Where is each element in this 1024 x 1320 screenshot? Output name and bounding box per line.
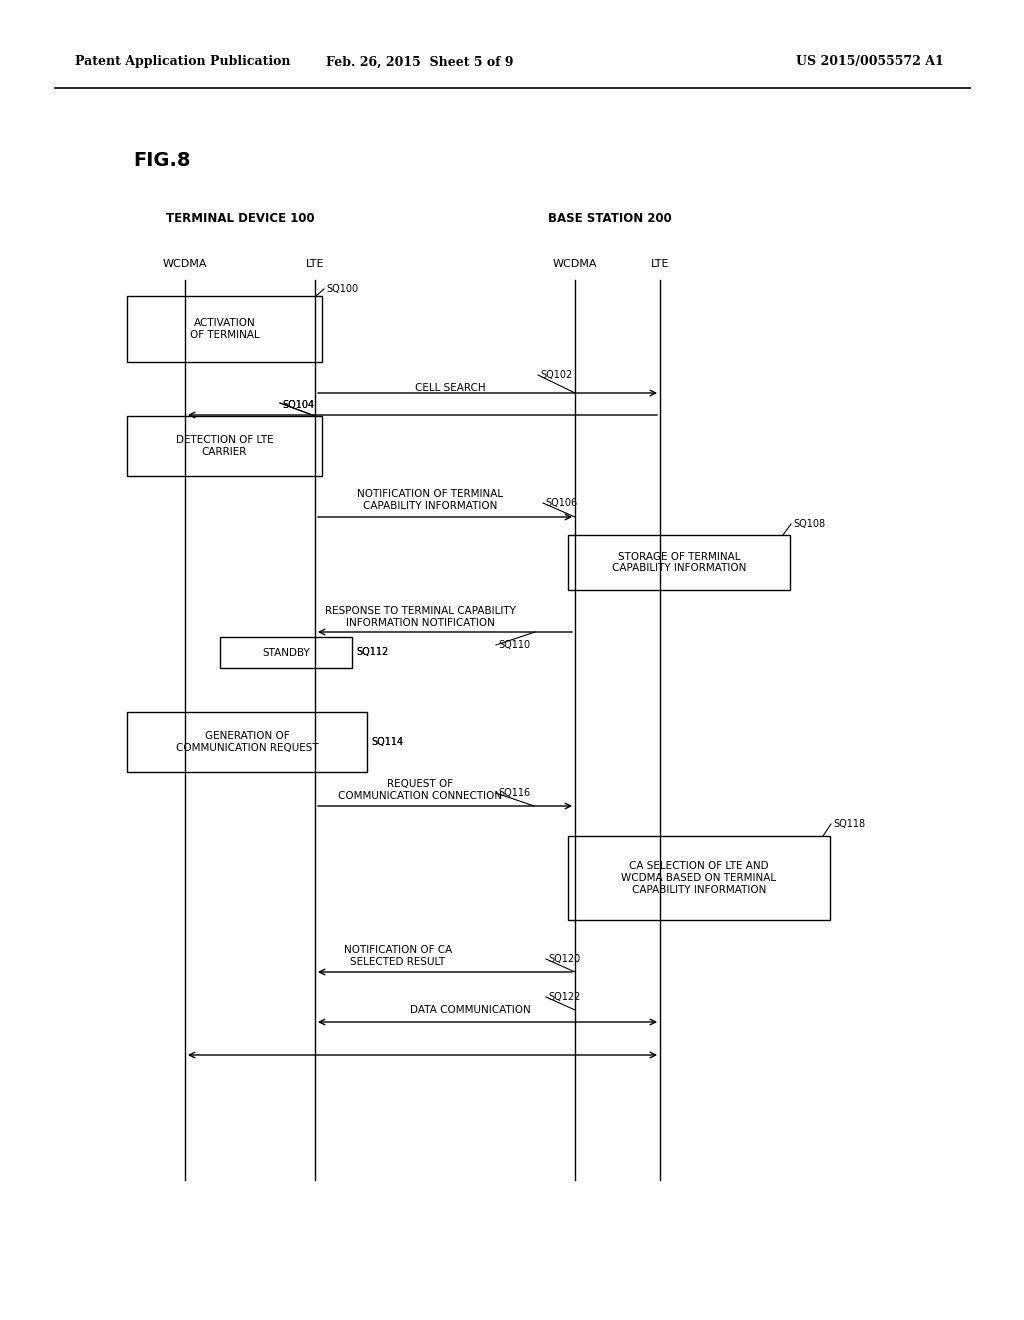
Text: Feb. 26, 2015  Sheet 5 of 9: Feb. 26, 2015 Sheet 5 of 9 (327, 55, 514, 69)
Text: SQ102: SQ102 (540, 370, 572, 380)
Text: REQUEST OF
COMMUNICATION CONNECTION: REQUEST OF COMMUNICATION CONNECTION (338, 779, 502, 801)
Bar (220, 638, 352, 668)
Text: WCDMA: WCDMA (163, 259, 207, 269)
Text: SQ116: SQ116 (498, 788, 530, 799)
Text: TERMINAL DEVICE 100: TERMINAL DEVICE 100 (166, 211, 314, 224)
Bar (127, 711, 367, 772)
Text: SQ110: SQ110 (498, 640, 530, 649)
Text: BASE STATION 200: BASE STATION 200 (548, 211, 672, 224)
Text: LTE: LTE (306, 259, 325, 269)
Bar (127, 296, 322, 362)
Text: US 2015/0055572 A1: US 2015/0055572 A1 (796, 55, 944, 69)
Text: ACTIVATION
OF TERMINAL: ACTIVATION OF TERMINAL (189, 318, 259, 339)
Text: CA SELECTION OF LTE AND
WCDMA BASED ON TERMINAL
CAPABILITY INFORMATION: CA SELECTION OF LTE AND WCDMA BASED ON T… (622, 862, 776, 895)
Text: RESPONSE TO TERMINAL CAPABILITY
INFORMATION NOTIFICATION: RESPONSE TO TERMINAL CAPABILITY INFORMAT… (325, 606, 515, 628)
Text: SQ118: SQ118 (833, 818, 865, 829)
Text: SQ112: SQ112 (356, 647, 388, 657)
Text: DETECTION OF LTE
CARRIER: DETECTION OF LTE CARRIER (176, 436, 273, 457)
Text: SQ104: SQ104 (282, 400, 314, 411)
Text: SQ122: SQ122 (548, 993, 581, 1002)
Text: STORAGE OF TERMINAL
CAPABILITY INFORMATION: STORAGE OF TERMINAL CAPABILITY INFORMATI… (611, 552, 746, 573)
Bar (568, 535, 790, 590)
Text: SQ112: SQ112 (356, 647, 388, 657)
Text: SQ100: SQ100 (326, 284, 358, 294)
Text: NOTIFICATION OF TERMINAL
CAPABILITY INFORMATION: NOTIFICATION OF TERMINAL CAPABILITY INFO… (357, 490, 503, 511)
Text: SQ114: SQ114 (371, 737, 403, 747)
Bar (127, 416, 322, 477)
Text: SQ108: SQ108 (793, 519, 825, 529)
Text: STANDBY: STANDBY (262, 648, 310, 657)
Text: SQ120: SQ120 (548, 954, 581, 964)
Text: Patent Application Publication: Patent Application Publication (75, 55, 291, 69)
Text: SQ106: SQ106 (545, 498, 578, 508)
Text: WCDMA: WCDMA (553, 259, 597, 269)
Text: DATA COMMUNICATION: DATA COMMUNICATION (410, 1005, 530, 1015)
Bar (568, 836, 830, 920)
Text: SQ104: SQ104 (282, 400, 314, 411)
Text: LTE: LTE (650, 259, 670, 269)
Text: GENERATION OF
COMMUNICATION REQUEST: GENERATION OF COMMUNICATION REQUEST (176, 731, 318, 752)
Text: FIG.8: FIG.8 (133, 150, 190, 169)
Text: SQ114: SQ114 (371, 737, 403, 747)
Text: CELL SEARCH: CELL SEARCH (415, 383, 485, 393)
Text: NOTIFICATION OF CA
SELECTED RESULT: NOTIFICATION OF CA SELECTED RESULT (344, 945, 453, 966)
